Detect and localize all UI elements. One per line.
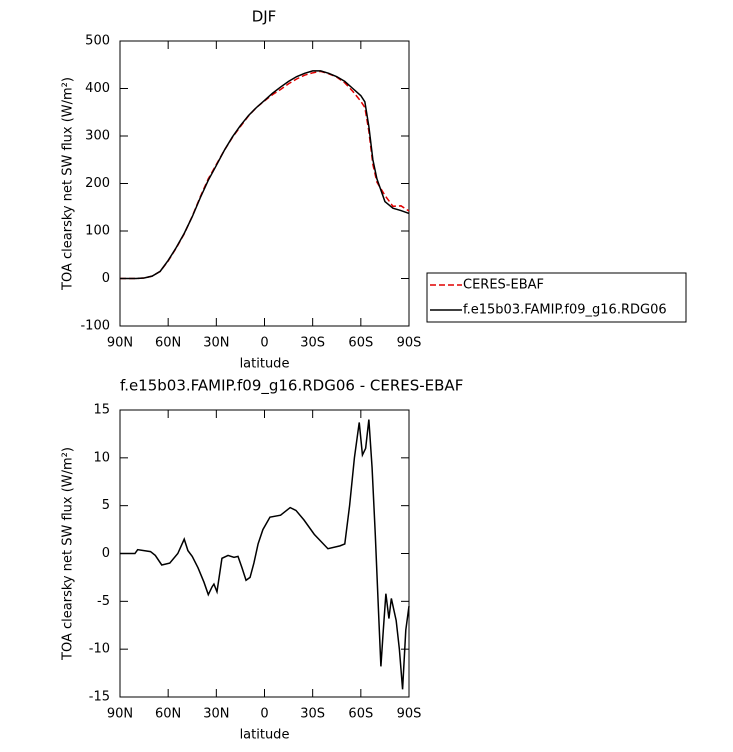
y-tick-label: 5 (102, 498, 110, 513)
y-tick-label: -5 (97, 594, 110, 609)
legend-box (426, 272, 687, 323)
x-tick-label: 60N (155, 707, 181, 722)
data-line (120, 70, 410, 280)
y-tick-label: 300 (85, 129, 110, 144)
x-tick-label: 60N (155, 336, 181, 351)
plot-frame (119, 409, 410, 698)
y-tick-label: 0 (102, 271, 110, 286)
y-tick-label: -15 (89, 690, 110, 705)
x-tick-label: 30S (300, 336, 325, 351)
y-tick-label: 0 (102, 546, 110, 561)
legend-label: CERES-EBAF (463, 278, 544, 293)
chart-title: DJF (252, 8, 277, 26)
x-axis-label: latitude (240, 357, 290, 372)
y-tick-label: 10 (93, 450, 110, 465)
x-tick-label: 60S (348, 707, 373, 722)
x-tick-label: 90S (397, 707, 422, 722)
x-tick-label: 0 (260, 336, 268, 351)
y-tick-label: -10 (89, 642, 110, 657)
x-tick-label: 0 (260, 707, 268, 722)
x-tick-label: 90N (107, 336, 133, 351)
x-tick-label: 60S (348, 336, 373, 351)
x-axis-label: latitude (240, 728, 290, 743)
x-tick-label: 30N (203, 336, 229, 351)
y-tick-label: 200 (85, 176, 110, 191)
x-tick-label: 90S (397, 336, 422, 351)
plot-frame (119, 40, 410, 327)
x-tick-label: 30N (203, 707, 229, 722)
chart-title: f.e15b03.FAMIP.f09_g16.RDG06 - CERES-EBA… (120, 377, 463, 396)
y-axis-label: TOA clearsky net SW flux (W/m²) (61, 447, 76, 661)
data-line (120, 419, 410, 690)
y-tick-label: -100 (80, 319, 110, 334)
y-tick-label: 500 (85, 34, 110, 49)
legend-label: f.e15b03.FAMIP.f09_g16.RDG06 (463, 303, 667, 318)
y-tick-label: 400 (85, 81, 110, 96)
y-tick-label: 100 (85, 224, 110, 239)
y-tick-label: 15 (93, 403, 110, 418)
x-tick-label: 90N (107, 707, 133, 722)
y-axis-label: TOA clearsky net SW flux (W/m²) (61, 77, 76, 291)
x-tick-label: 30S (300, 707, 325, 722)
